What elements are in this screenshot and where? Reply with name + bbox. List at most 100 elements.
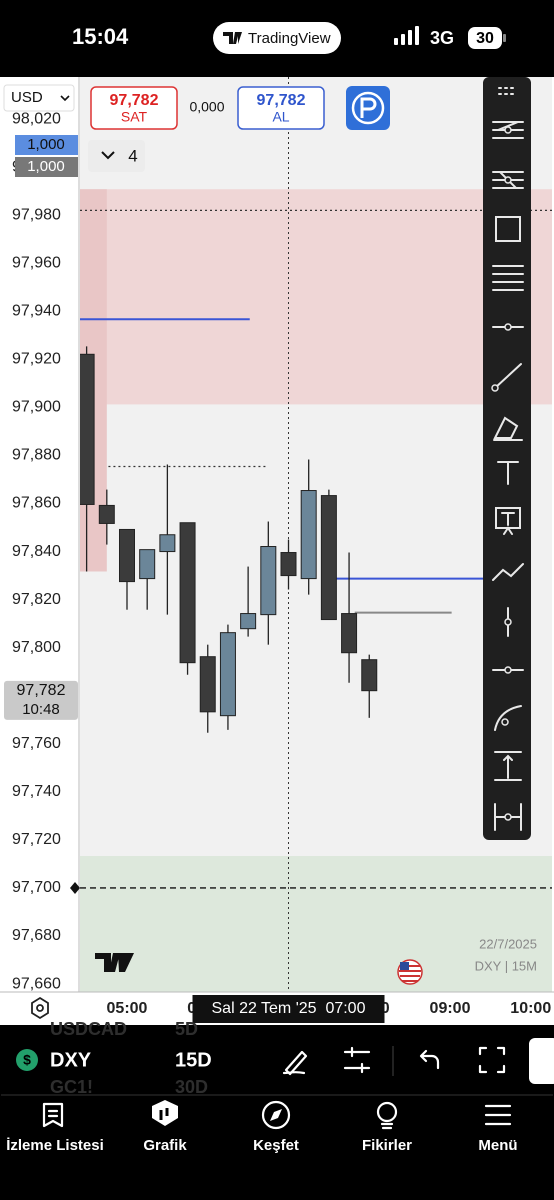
y-tick-label: 97,980	[12, 206, 61, 223]
y-tick-label: 97,820	[12, 591, 61, 608]
chevron	[60, 95, 70, 102]
drawing-tool[interactable]	[494, 363, 522, 389]
app-name: TradingView	[248, 30, 331, 47]
drawing-tool[interactable]	[497, 461, 519, 485]
network: 3G	[430, 28, 454, 48]
broker-logo[interactable]	[346, 86, 390, 130]
candle-body	[341, 613, 358, 654]
candle-body	[179, 522, 196, 664]
sell-price: 97,782	[110, 92, 159, 109]
draw-icon[interactable]	[282, 1050, 308, 1076]
candle-body	[98, 504, 115, 524]
quantity-label-bg	[15, 157, 78, 177]
currency: USD	[11, 89, 43, 106]
drawing-tool[interactable]	[494, 705, 522, 731]
chevron	[101, 151, 115, 160]
tab-label[interactable]: Grafik	[143, 1137, 187, 1154]
tool-handle	[501, 718, 509, 726]
tool-handle	[504, 126, 512, 134]
buy-price: 97,782	[257, 92, 306, 109]
crosshair-label-bg	[192, 995, 385, 1023]
candles	[80, 346, 378, 733]
drawing-tool[interactable]	[492, 563, 524, 581]
y-tick-label: 97,960	[12, 254, 61, 271]
drawing-tool[interactable]	[495, 507, 521, 535]
candle-body	[300, 490, 317, 580]
tool-handle	[504, 323, 512, 331]
battery-tip	[503, 34, 506, 42]
tab-bar: İzleme Listesi Grafik Keşfet Fikirler Menü	[6, 1137, 517, 1154]
battery	[468, 27, 502, 49]
settings-icon[interactable]	[31, 996, 49, 1020]
y-tick-label: 97,760	[12, 735, 61, 752]
currency-select[interactable]	[3, 84, 75, 112]
drawing-tool[interactable]	[492, 265, 524, 291]
y-tick-label: 98,020	[12, 110, 61, 127]
price-zone	[80, 855, 552, 992]
layers-toggle[interactable]	[88, 140, 145, 172]
tool-handle	[504, 618, 512, 626]
tool-handle	[491, 384, 499, 392]
drawing-tool[interactable]	[494, 751, 522, 781]
indicators-icon[interactable]	[343, 1046, 371, 1074]
crosshair-label: Sal 22 Tem '25 07:00	[212, 1000, 366, 1017]
tool-handle	[504, 666, 512, 674]
buy-button[interactable]	[237, 86, 325, 130]
sell-label: SAT	[121, 109, 148, 125]
tv-logo	[95, 953, 134, 972]
y-tick-label: 97,900	[12, 399, 61, 416]
symbol-history: USDCAD 5D GC1! 30D	[50, 1019, 208, 1097]
history-symbol: USDCAD	[50, 1019, 127, 1039]
app-pill[interactable]	[213, 22, 341, 54]
alert-marker	[70, 881, 80, 894]
y-tick-label: 97,860	[12, 495, 61, 512]
drawing-tools-panel	[483, 77, 531, 840]
undo-icon[interactable]	[419, 1049, 440, 1070]
y-tick-label: 97,680	[12, 927, 61, 944]
quantity-label: 1,000	[27, 136, 65, 153]
more-button[interactable]	[529, 1038, 554, 1084]
last-price-box	[4, 680, 78, 720]
candle-body	[199, 656, 216, 713]
symbol[interactable]: DXY	[50, 1049, 92, 1071]
candle-body	[280, 552, 297, 577]
tab-label[interactable]: Menü	[478, 1137, 517, 1154]
y-tick-label: 97,660	[12, 975, 61, 992]
signal	[394, 26, 419, 45]
tv-mini-logo	[223, 32, 242, 44]
currency-icon: $	[23, 1052, 31, 1068]
candle-body	[139, 549, 156, 580]
candle-body	[159, 534, 176, 553]
y-tick-label: 97,720	[12, 831, 61, 848]
tab-label[interactable]: Fikirler	[362, 1137, 412, 1154]
interval[interactable]: 15D	[175, 1049, 212, 1071]
y-tick-label: 97,940	[12, 302, 61, 319]
tool-handle	[504, 813, 512, 821]
x-tick-label: 05:00	[107, 1000, 148, 1017]
candle-body	[240, 613, 257, 630]
grip	[498, 87, 514, 95]
tab-icons	[42, 1100, 512, 1130]
tab-label[interactable]: İzleme Listesi	[6, 1137, 104, 1154]
drawing-tool[interactable]	[493, 416, 523, 441]
fullscreen-icon[interactable]	[478, 1046, 506, 1074]
sell-button[interactable]	[90, 86, 178, 130]
y-tick-label: 97,920	[12, 351, 61, 368]
drawing-tool[interactable]	[495, 216, 521, 242]
tool-handle	[504, 176, 512, 184]
y-tick-label: 97,700	[12, 879, 61, 896]
tab-label[interactable]: Keşfet	[253, 1137, 299, 1154]
overlay: Sal 22 Tem '25 07:00 1,000 1,000 97,782 10:4…	[4, 135, 537, 1023]
countdown: 10:48	[22, 701, 60, 718]
y-tick-label: 97,800	[12, 639, 61, 656]
y-tick-label: 97,880	[12, 447, 61, 464]
watermark-symbol: DXY | 15M	[475, 958, 537, 973]
candle-body	[320, 495, 337, 621]
currency-icon-bg	[16, 1049, 38, 1071]
candle-body	[80, 353, 95, 505]
y-tick-label: 97,740	[12, 783, 61, 800]
history-symbol: GC1!	[50, 1077, 93, 1097]
quantity-label-bg	[15, 135, 78, 155]
